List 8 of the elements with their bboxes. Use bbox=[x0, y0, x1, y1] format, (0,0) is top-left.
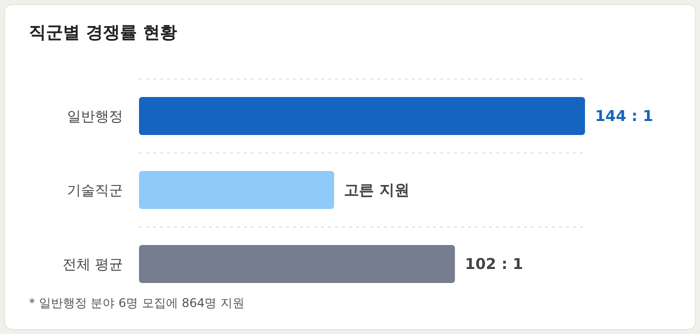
data-label: 고른 지원 bbox=[344, 181, 410, 199]
data-label: 144 : 1 bbox=[595, 107, 654, 125]
y-tick-label: 일반행정 bbox=[67, 108, 123, 125]
annotation: * 일반행정 분야 6명 모집에 864명 지원 bbox=[29, 295, 244, 312]
chart-title: 직군별 경쟁률 현황 bbox=[29, 22, 177, 44]
y-tick-label: 기술직군 bbox=[67, 182, 123, 199]
y-tick-label: 전체 평균 bbox=[62, 256, 123, 273]
data-label: 102 : 1 bbox=[464, 255, 524, 273]
